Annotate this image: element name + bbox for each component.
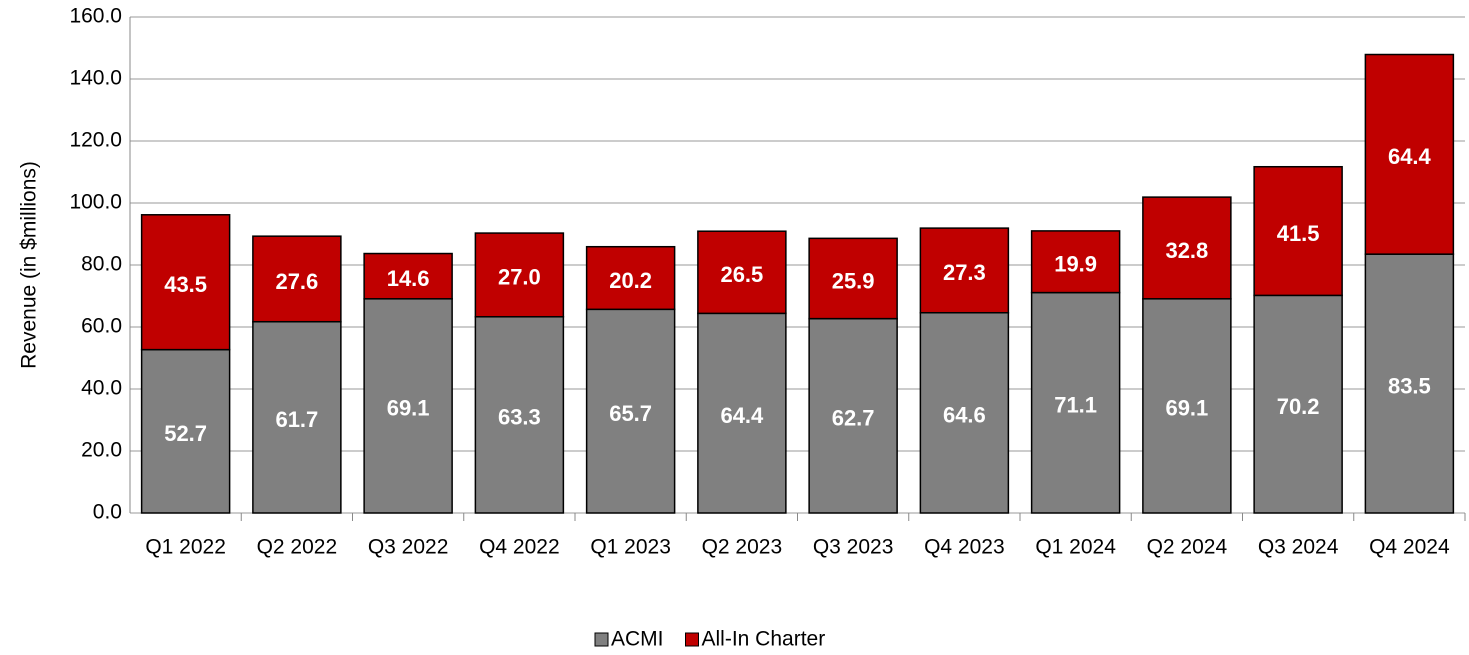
value-label: 27.0 bbox=[498, 265, 541, 290]
value-label: 83.5 bbox=[1388, 373, 1431, 398]
x-tick-label: Q3 2023 bbox=[813, 536, 894, 559]
bar-segment bbox=[1030, 230, 1121, 294]
bar-segment bbox=[585, 245, 676, 311]
y-tick-label: 40.0 bbox=[81, 377, 122, 400]
bar-segment bbox=[252, 320, 342, 514]
value-label: 71.1 bbox=[1054, 393, 1097, 418]
bar-segment bbox=[585, 308, 676, 514]
value-label: 65.7 bbox=[609, 401, 652, 426]
y-tick-label: 160.0 bbox=[69, 5, 122, 28]
bar-segment bbox=[1142, 298, 1232, 514]
value-label: 20.2 bbox=[609, 268, 652, 293]
y-tick-label: 140.0 bbox=[69, 67, 122, 90]
value-label: 64.4 bbox=[1388, 144, 1432, 169]
y-tick-label: 120.0 bbox=[69, 129, 122, 152]
x-tick-label: Q1 2022 bbox=[145, 536, 226, 559]
legend-swatch bbox=[594, 632, 609, 647]
bar-segment bbox=[1030, 291, 1121, 514]
bar-segment bbox=[474, 232, 565, 318]
y-tick-label: 0.0 bbox=[93, 501, 122, 524]
value-label: 14.6 bbox=[387, 266, 430, 291]
value-label: 27.3 bbox=[943, 260, 986, 285]
x-tick-label: Q2 2024 bbox=[1147, 536, 1228, 559]
value-label: 64.6 bbox=[943, 403, 986, 428]
y-axis-label: Revenue (in $millions) bbox=[18, 161, 41, 369]
bar-segment bbox=[697, 312, 787, 514]
legend-label: ACMI bbox=[611, 628, 664, 651]
bar-segment bbox=[140, 214, 231, 351]
bar-segment bbox=[474, 316, 565, 514]
value-label: 26.5 bbox=[720, 262, 763, 287]
x-tick-label: Q3 2022 bbox=[368, 536, 449, 559]
value-label: 25.9 bbox=[832, 268, 875, 293]
x-tick-label: Q2 2023 bbox=[702, 536, 783, 559]
bar-segment bbox=[363, 298, 453, 514]
bar-segment bbox=[1253, 294, 1343, 514]
bar-segment bbox=[808, 317, 898, 514]
bar-segment bbox=[140, 348, 231, 514]
value-label: 64.4 bbox=[720, 403, 764, 428]
bar-segment bbox=[919, 311, 1010, 514]
value-label: 69.1 bbox=[1165, 396, 1208, 421]
x-tick-label: Q3 2024 bbox=[1258, 536, 1339, 559]
bar-segment bbox=[919, 227, 1010, 314]
value-label: 32.8 bbox=[1165, 238, 1208, 263]
value-label: 27.6 bbox=[275, 269, 318, 294]
value-label: 61.7 bbox=[275, 407, 318, 432]
value-label: 63.3 bbox=[498, 405, 541, 430]
value-label: 19.9 bbox=[1054, 252, 1097, 277]
value-label: 52.7 bbox=[164, 421, 207, 446]
bar-segment bbox=[252, 235, 342, 323]
value-label: 62.7 bbox=[832, 406, 875, 431]
bar-segment bbox=[697, 230, 787, 315]
y-tick-label: 60.0 bbox=[81, 315, 122, 338]
x-tick-label: Q1 2024 bbox=[1035, 536, 1116, 559]
y-tick-label: 100.0 bbox=[69, 191, 122, 214]
x-tick-label: Q4 2023 bbox=[924, 536, 1005, 559]
legend-label: All-In Charter bbox=[702, 628, 826, 651]
x-tick-label: Q1 2023 bbox=[590, 536, 671, 559]
bar-segment bbox=[808, 237, 898, 320]
bar-segment bbox=[1142, 196, 1232, 300]
legend-swatch bbox=[685, 632, 699, 647]
x-tick-label: Q4 2022 bbox=[479, 536, 560, 559]
x-tick-label: Q4 2024 bbox=[1369, 536, 1450, 559]
y-tick-label: 80.0 bbox=[81, 253, 122, 276]
value-label: 70.2 bbox=[1277, 394, 1320, 419]
bar-segment bbox=[363, 252, 453, 300]
bar-segment bbox=[1364, 253, 1455, 514]
value-label: 69.1 bbox=[387, 396, 430, 421]
bar-segment bbox=[1253, 165, 1343, 297]
value-label: 43.5 bbox=[164, 272, 207, 297]
bar-segment bbox=[1364, 53, 1455, 255]
value-label: 41.5 bbox=[1277, 221, 1320, 246]
y-tick-label: 20.0 bbox=[81, 439, 122, 462]
x-tick-label: Q2 2022 bbox=[257, 536, 338, 559]
